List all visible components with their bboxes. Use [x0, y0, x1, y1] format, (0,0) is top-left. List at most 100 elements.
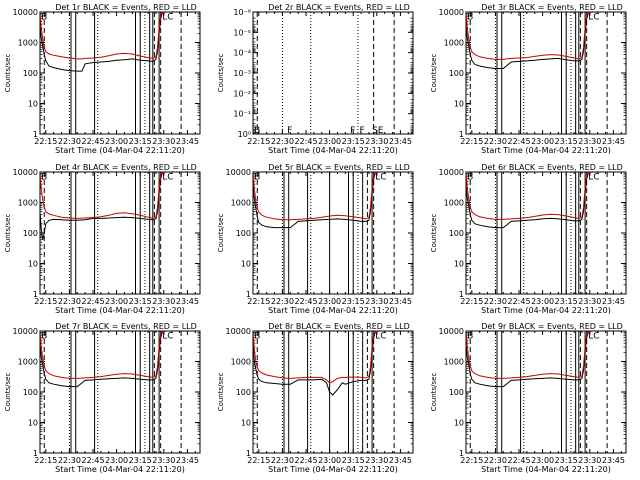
x-tick-label: 22:15 [34, 456, 57, 465]
flag-annotation: B [467, 13, 473, 23]
y-tick-label: 1000 [231, 358, 251, 367]
x-axis-label: Start Time (04-Mar-04 22:11:20) [481, 465, 611, 474]
y-tick-label: 10⁻⁵ [233, 28, 251, 37]
panel-det-5: Det 5r BLACK = Events, RED = LLD 22:15 22:… [217, 163, 414, 315]
x-tick-label: 23:00 [318, 456, 341, 465]
y-tick-label: 10000 [13, 8, 38, 17]
x-tick-label: 22:15 [34, 297, 57, 306]
plot-frame [465, 11, 627, 135]
panel-title: Det 7r BLACK = Events, RED = LLD [55, 322, 197, 331]
panel-title: Det 2r BLACK = Events, RED = LLD [268, 3, 410, 12]
events-series-line [39, 11, 166, 72]
x-tick-label: 23:15 [129, 137, 152, 146]
y-tick-label: 100 [23, 229, 38, 238]
y-tick-label: 1 [33, 449, 38, 458]
flag-annotation: LC [162, 173, 173, 183]
x-axis-label: Start Time (04-Mar-04 22:11:20) [55, 306, 185, 315]
plot-frame [465, 330, 627, 454]
y-axis-label: Counts/sec [4, 214, 12, 253]
y-tick-label: 10⁻⁴ [233, 49, 251, 58]
x-tick-label: 23:45 [176, 297, 199, 306]
y-tick-label: 10⁻² [233, 89, 251, 98]
y-tick-label: 10 [28, 419, 38, 428]
y-tick-label: 100 [449, 229, 464, 238]
x-tick-label: 23:30 [152, 456, 175, 465]
y-tick-label: 10 [454, 260, 464, 269]
x-tick-label: 23:30 [578, 297, 601, 306]
events-series-line [252, 330, 379, 396]
x-tick-label: 22:30 [484, 297, 507, 306]
x-tick-label: 23:15 [342, 297, 365, 306]
x-tick-label: 22:15 [247, 297, 270, 306]
x-axis-label: Start Time (04-Mar-04 22:11:20) [268, 306, 398, 315]
x-tick-label: 22:15 [247, 137, 270, 146]
flag-annotation: F [287, 126, 292, 136]
flag-annotation: F [350, 126, 355, 136]
x-tick-label: 23:15 [555, 297, 578, 306]
y-tick-label: 1000 [444, 39, 464, 48]
y-tick-label: 1 [33, 290, 38, 299]
x-tick-label: 23:15 [555, 456, 578, 465]
x-tick-label: 23:45 [602, 137, 625, 146]
y-tick-label: 10 [28, 260, 38, 269]
y-axis-label: Counts/sec [217, 54, 225, 93]
y-tick-label: 10000 [226, 168, 251, 177]
y-tick-label: 100 [236, 388, 251, 397]
x-tick-label: 23:45 [176, 137, 199, 146]
x-tick-label: 22:30 [484, 137, 507, 146]
x-tick-label: 23:00 [105, 456, 128, 465]
panel-title: Det 8r BLACK = Events, RED = LLD [268, 322, 410, 331]
y-tick-label: 10 [241, 419, 251, 428]
x-axis-label: Start Time (04-Mar-04 22:11:20) [268, 465, 398, 474]
panel-title: Det 5r BLACK = Events, RED = LLD [268, 163, 410, 172]
flag-annotation: B [467, 332, 473, 342]
x-tick-label: 23:30 [152, 137, 175, 146]
y-tick-label: 1 [459, 130, 464, 139]
x-tick-label: 22:45 [81, 137, 104, 146]
x-tick-label: 23:00 [531, 297, 554, 306]
events-series-line [39, 171, 166, 240]
flag-annotation: B [41, 173, 47, 183]
x-tick-label: 23:15 [129, 456, 152, 465]
x-tick-label: 23:45 [602, 456, 625, 465]
y-tick-label: 1 [459, 449, 464, 458]
flag-annotation: LC [588, 173, 599, 183]
y-tick-label: 1000 [444, 358, 464, 367]
x-tick-label: 22:45 [507, 297, 530, 306]
y-tick-label: 1 [246, 449, 251, 458]
x-tick-label: 23:00 [531, 137, 554, 146]
lld-series-line [252, 330, 379, 384]
y-tick-label: 1000 [444, 199, 464, 208]
x-tick-label: 23:00 [318, 297, 341, 306]
x-tick-label: 22:30 [271, 297, 294, 306]
x-tick-label: 22:45 [507, 137, 530, 146]
y-axis-label: Counts/sec [217, 214, 225, 253]
y-tick-label: 10000 [13, 168, 38, 177]
x-tick-label: 23:30 [152, 297, 175, 306]
y-axis-label: Counts/sec [430, 54, 438, 93]
events-series-line [252, 171, 379, 229]
x-axis-label: Start Time (04-Mar-04 22:11:20) [481, 146, 611, 155]
y-tick-label: 100 [236, 229, 251, 238]
y-axis-label: Counts/sec [4, 373, 12, 412]
y-tick-label: 100 [23, 69, 38, 78]
panel-title: Det 9r BLACK = Events, RED = LLD [481, 322, 623, 331]
plot-frame [39, 11, 201, 135]
x-tick-label: 23:00 [531, 456, 554, 465]
y-axis-label: Counts/sec [430, 373, 438, 412]
panel-title: Det 3r BLACK = Events, RED = LLD [481, 3, 623, 12]
y-axis-label: Counts/sec [217, 373, 225, 412]
x-tick-label: 22:15 [460, 137, 483, 146]
x-tick-label: 23:45 [602, 297, 625, 306]
y-axis-label: Counts/sec [430, 214, 438, 253]
y-axis-label: Counts/sec [4, 54, 12, 93]
x-tick-label: 22:30 [58, 297, 81, 306]
flag-annotation: B [254, 173, 260, 183]
